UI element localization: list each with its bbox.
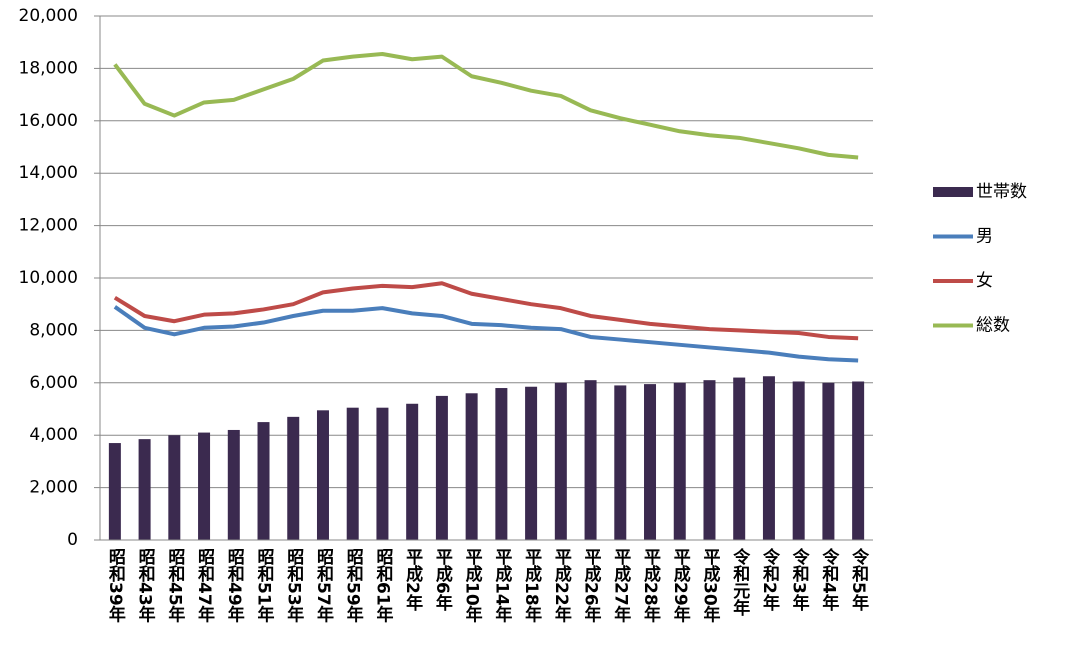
bar <box>108 443 121 540</box>
bar <box>852 381 865 540</box>
bar <box>257 422 270 540</box>
y-tick-label: 12,000 <box>19 216 78 236</box>
y-tick-label: 2,000 <box>29 478 78 498</box>
x-tick-label: 昭和47年 <box>194 548 215 624</box>
bar <box>346 407 359 540</box>
x-tick-label: 令和元年 <box>729 547 750 617</box>
x-tick-label: 昭和39年 <box>105 548 126 624</box>
bar <box>376 407 389 540</box>
legend-label: 男 <box>976 227 993 247</box>
x-tick-label: 平成26年 <box>581 548 602 624</box>
bar <box>762 376 775 540</box>
x-tick-label: 平成6年 <box>432 548 453 612</box>
x-tick-label: 平成28年 <box>640 548 661 624</box>
bar <box>733 377 746 540</box>
y-tick-label: 4,000 <box>29 425 78 445</box>
bar <box>287 416 300 540</box>
line <box>113 281 859 341</box>
bar <box>227 429 240 540</box>
bar <box>435 395 448 540</box>
y-tick-label: 18,000 <box>19 58 78 78</box>
y-tick-label: 10,000 <box>19 268 78 288</box>
x-tick-label: 昭和49年 <box>224 548 245 624</box>
x-tick-label: 平成14年 <box>491 548 512 624</box>
y-tick-label: 0 <box>67 530 78 550</box>
y-tick-label: 6,000 <box>29 373 78 393</box>
x-tick-label: 平成10年 <box>462 548 483 624</box>
x-tick-label: 令和3年 <box>789 547 810 612</box>
x-tick-label: 平成27年 <box>610 548 631 624</box>
bar <box>554 382 567 540</box>
x-tick-label: 令和5年 <box>848 547 869 612</box>
bar <box>406 403 419 540</box>
x-tick-label: 平成22年 <box>551 548 572 624</box>
bar <box>703 380 716 540</box>
legend-label: 世帯数 <box>976 182 1027 202</box>
x-tick-label: 昭和53年 <box>283 548 304 624</box>
x-tick-label: 昭和51年 <box>254 548 275 624</box>
x-tick-label: 昭和59年 <box>343 548 364 624</box>
x-tick-label: 平成29年 <box>670 548 691 624</box>
legend-swatch <box>933 187 973 197</box>
line <box>113 51 859 160</box>
bar <box>495 388 508 540</box>
line <box>113 305 859 363</box>
legend-label: 総数 <box>976 316 1010 336</box>
x-tick-label: 昭和61年 <box>372 548 393 624</box>
bar <box>822 382 835 540</box>
y-tick-label: 20,000 <box>19 6 78 26</box>
x-tick-label: 令和4年 <box>818 547 839 612</box>
bar <box>792 381 805 540</box>
legend-label: 女 <box>976 271 993 291</box>
bar <box>673 382 686 540</box>
y-tick-label: 8,000 <box>29 320 78 340</box>
bar <box>465 393 478 540</box>
bar <box>138 439 151 540</box>
bar <box>584 380 597 540</box>
x-tick-label: 昭和43年 <box>135 548 156 624</box>
bar <box>644 384 657 540</box>
y-tick-label: 14,000 <box>19 163 78 183</box>
y-tick-label: 16,000 <box>19 111 78 131</box>
x-tick-label: 昭和45年 <box>164 548 185 624</box>
bar <box>525 386 538 540</box>
x-tick-label: 平成30年 <box>699 548 720 624</box>
bar <box>614 385 627 540</box>
x-tick-label: 平成2年 <box>402 548 423 612</box>
x-tick-label: 令和2年 <box>759 547 780 612</box>
bar <box>316 410 329 540</box>
bar <box>198 432 211 540</box>
bar <box>168 435 181 540</box>
x-tick-label: 平成18年 <box>521 548 542 624</box>
x-tick-label: 昭和57年 <box>313 548 334 624</box>
